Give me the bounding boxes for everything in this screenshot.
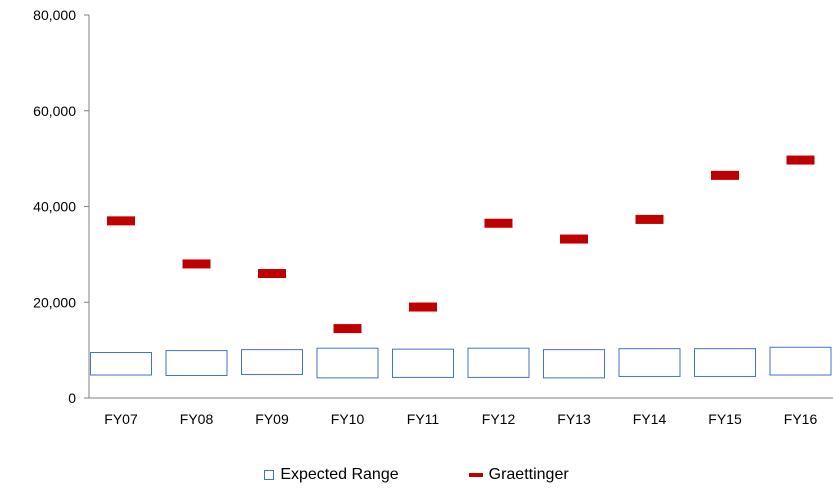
graettinger-mark — [258, 269, 286, 279]
graettinger-mark — [107, 216, 135, 226]
legend-item-expected-range: Expected Range — [264, 466, 399, 484]
expected-range-box — [165, 350, 228, 376]
legend: Expected Range Graettinger — [0, 466, 833, 484]
x-tick-label: FY08 — [180, 411, 214, 427]
x-tick-label: FY16 — [784, 411, 818, 427]
x-axis-labels: FY07 FY08 FY09 FY10 FY11 FY12 FY13 FY14 FY15 FY16 — [104, 411, 817, 427]
legend-label-expected-range: Expected Range — [280, 466, 399, 483]
expected-range-box — [694, 348, 756, 377]
x-tick-label: FY14 — [633, 411, 667, 427]
x-tick-label: FY13 — [557, 411, 591, 427]
expected-range-box — [618, 348, 681, 377]
expected-range-box — [467, 347, 530, 378]
graettinger-mark — [182, 259, 211, 269]
expected-range-box — [392, 348, 454, 378]
y-tick-label: 60,000 — [33, 103, 76, 119]
y-tick-label: 40,000 — [33, 199, 76, 215]
x-tick-label: FY07 — [104, 411, 138, 427]
x-tick-label: FY12 — [482, 411, 516, 427]
graettinger-swatch-icon — [468, 473, 483, 477]
x-tick-label: FY11 — [407, 411, 440, 427]
legend-label-graettinger: Graettinger — [488, 466, 569, 483]
expected-range-swatch-icon — [264, 470, 275, 480]
legend-item-graettinger: Graettinger — [468, 466, 569, 484]
x-tick-label: FY09 — [255, 411, 289, 427]
expected-range-box — [543, 349, 605, 379]
expected-range-box — [241, 349, 303, 376]
graettinger-mark — [333, 324, 362, 334]
graettinger-mark — [786, 155, 815, 165]
graettinger-mark — [484, 218, 513, 228]
graettinger-mark — [635, 214, 664, 224]
expected-range-series — [90, 346, 832, 379]
graettinger-series — [107, 155, 815, 334]
y-tick-label: 0 — [68, 390, 76, 406]
x-tick-label: FY10 — [331, 411, 365, 427]
expected-range-box — [90, 352, 152, 376]
x-tick-label: FY15 — [708, 411, 742, 427]
expected-range-box — [316, 347, 379, 379]
y-tick-label: 80,000 — [33, 7, 76, 23]
graettinger-mark — [409, 302, 437, 312]
graettinger-mark — [711, 170, 739, 180]
graettinger-mark — [560, 234, 588, 244]
y-tick-label: 20,000 — [33, 294, 76, 310]
y-axis-ticks: 0 20,000 40,000 60,000 80,000 — [33, 7, 89, 406]
expected-range-box — [769, 346, 832, 376]
